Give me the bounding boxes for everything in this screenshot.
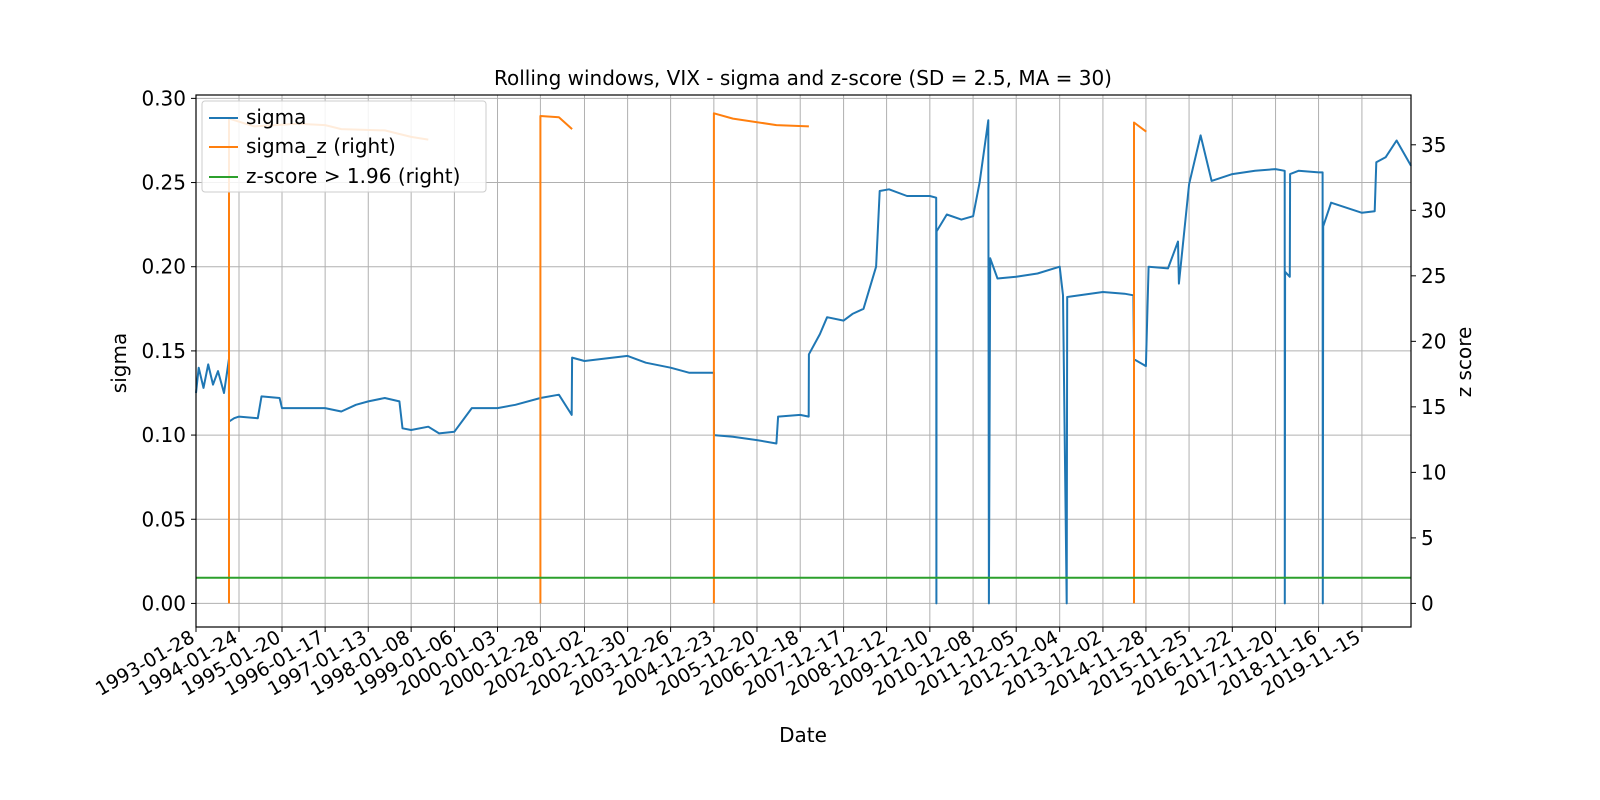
series-sigma-z-line bbox=[712, 112, 809, 604]
y2-tick-label: 20 bbox=[1421, 329, 1446, 353]
y-tick-label: 0.30 bbox=[141, 86, 186, 110]
y2-axis-label: z score bbox=[1452, 327, 1476, 398]
series-sigma-z-line bbox=[539, 115, 573, 604]
plot-frame bbox=[195, 94, 1412, 628]
y2-tick-label: 5 bbox=[1421, 526, 1434, 550]
y2-tick-label: 10 bbox=[1421, 460, 1446, 484]
y-axis-label: sigma bbox=[107, 333, 131, 393]
y-tick-label: 0.00 bbox=[141, 591, 186, 615]
legend-label-threshold: z-score > 1.96 (right) bbox=[246, 164, 460, 188]
legend: sigma sigma_z (right) z-score > 1.96 (ri… bbox=[201, 100, 487, 193]
chart-title: Rolling windows, VIX - sigma and z-score… bbox=[494, 66, 1112, 90]
y2-tick-label: 30 bbox=[1421, 198, 1446, 222]
y-tick-label: 0.20 bbox=[141, 255, 186, 279]
legend-label-sigma-z: sigma_z (right) bbox=[246, 134, 396, 158]
x-axis-label: Date bbox=[779, 723, 827, 747]
legend-box bbox=[201, 100, 487, 193]
y2-tick-label: 25 bbox=[1421, 264, 1446, 288]
legend-label-sigma: sigma bbox=[246, 105, 306, 129]
y-tick-label: 0.10 bbox=[141, 423, 186, 447]
y-tick-label: 0.15 bbox=[141, 339, 186, 363]
series-sigma-line bbox=[195, 119, 1412, 605]
y-tick-label: 0.05 bbox=[141, 507, 186, 531]
y2-tick-label: 15 bbox=[1421, 395, 1446, 419]
series-sigma-z-line bbox=[1133, 121, 1147, 604]
y2-tick-label: 0 bbox=[1421, 591, 1434, 615]
y-tick-label: 0.25 bbox=[141, 171, 186, 195]
y2-tick-label: 35 bbox=[1421, 133, 1446, 157]
